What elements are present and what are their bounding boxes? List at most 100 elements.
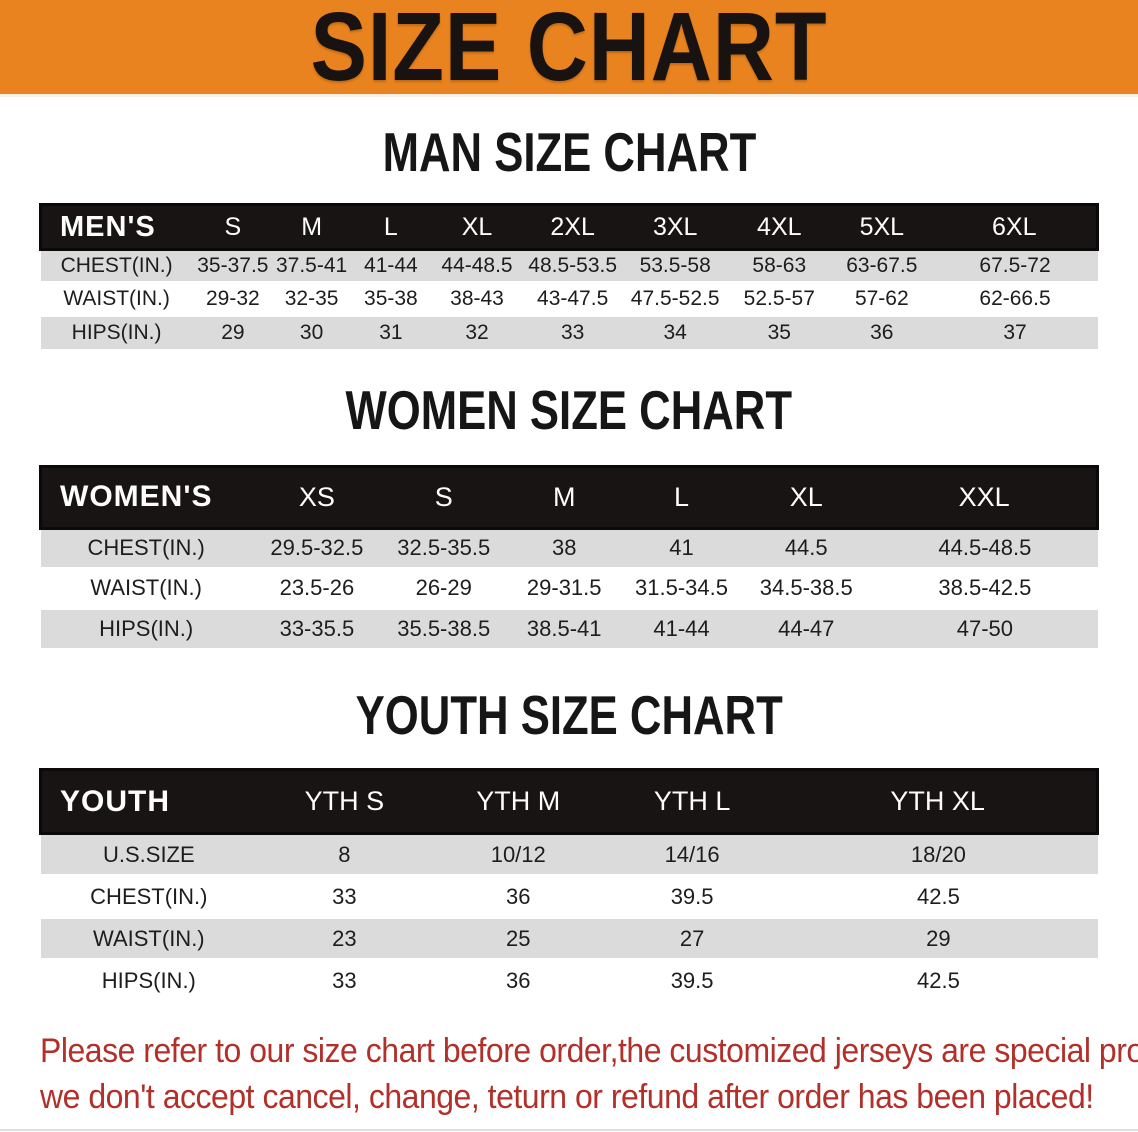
measurement-value-cell: 67.5-72 [979, 254, 1051, 277]
measurement-value-cell: 63-67.5 [846, 254, 918, 277]
measurement-value-cell: 26-29 [415, 575, 472, 600]
measurement-value-cell: 47.5-52.5 [630, 287, 720, 310]
table-row: WAIST(IN.) 23 25 27 29 [40, 917, 1098, 960]
size-column-header: YTH XL [779, 768, 1100, 835]
measurement-value-cell: 35-37.5 [197, 254, 269, 277]
measurement-label-cell: HIPS(IN.) [101, 968, 196, 994]
measurement-value-cell: 42.5 [916, 883, 960, 909]
table-group-label: YOUTH [39, 768, 258, 835]
measurement-value-cell: 38-43 [450, 287, 504, 310]
section-heading-women: WOMEN SIZE CHART [0, 380, 1138, 441]
measurement-label-cell: WAIST(IN.) [93, 925, 205, 951]
measurement-value-cell: 33-35.5 [279, 615, 355, 641]
header-row: YOUTH YTH S YTH M YTH L YTH XL [39, 768, 1100, 835]
measurement-value-cell: 29 [926, 925, 951, 951]
section-heading-youth: YOUTH SIZE CHART [0, 685, 1138, 747]
header-row: MEN'S S M L XL 2XL 3XL 4XL 5XL 6XL [38, 203, 1099, 251]
measurement-value-cell: 44-47 [778, 615, 835, 641]
measurement-label-cell: WAIST(IN.) [90, 575, 202, 600]
size-column-header: XXL [872, 464, 1100, 530]
size-column-header: 4XL [727, 203, 832, 251]
measurement-label-cell: WAIST(IN.) [63, 287, 170, 310]
measurement-value-cell: 48.5-53.5 [528, 254, 618, 277]
measurement-label-cell: CHEST(IN.) [90, 883, 208, 909]
measurement-value-cell: 31 [379, 320, 403, 344]
measurement-value-cell: 37 [1003, 320, 1027, 344]
youth-size-chart-title: YOUTH SIZE CHART [355, 685, 783, 747]
measurement-value-cell: 33 [560, 320, 585, 344]
table-row: WAIST(IN.) 29-32 32-35 35-38 38-43 43-47.5 47.… [40, 282, 1098, 316]
size-column-header: XL [740, 464, 873, 530]
measurement-value-cell: 38 [551, 535, 577, 560]
measurement-value-cell: 23 [332, 925, 357, 951]
size-column-header: L [350, 203, 432, 251]
size-column-header: M [273, 203, 351, 251]
measurement-value-cell: 34 [663, 320, 687, 344]
measurement-value-cell: 27 [679, 925, 705, 951]
measurement-value-cell: 38.5-42.5 [938, 575, 1032, 600]
table-row: HIPS(IN.) 29 30 31 32 33 34 35 36 37 [40, 315, 1098, 349]
measurement-value-cell: 32 [465, 320, 489, 344]
measurement-value-cell: 32.5-35.5 [397, 535, 491, 560]
size-table-men: MEN'S S M L XL 2XL 3XL 4XL 5XL 6XL CHEST(IN.) 35-37… [38, 203, 1099, 349]
measurement-value-cell: 38.5-41 [526, 615, 602, 641]
measurement-value-cell: 43-47.5 [537, 287, 609, 310]
size-column-header: YTH L [604, 768, 780, 835]
table-row: U.S.SIZE 8 10/12 14/16 18/20 [40, 833, 1098, 876]
size-table-women: WOMEN'S XS S M L XL XXL CHEST(IN.) 29.5-32.5 32.5… [38, 464, 1100, 648]
size-column-header: M [505, 464, 623, 530]
measurement-value-cell: 30 [299, 320, 324, 344]
measurement-label-cell: HIPS(IN.) [99, 615, 194, 641]
measurement-label-cell: CHEST(IN.) [87, 535, 205, 560]
measurement-value-cell: 44-48.5 [441, 254, 513, 277]
table-group-label: MEN'S [38, 203, 193, 251]
measurement-value-cell: 31.5-34.5 [635, 575, 728, 600]
measurement-value-cell: 33 [332, 883, 357, 909]
table-body: CHEST(IN.) 29.5-32.5 32.5-35.5 38 41 44.5 44.5… [40, 528, 1098, 648]
measurement-value-cell: 35 [767, 320, 791, 344]
measurement-value-cell: 35.5-38.5 [397, 615, 491, 641]
measurement-value-cell: 32-35 [284, 287, 339, 310]
measurement-value-cell: 29-31.5 [526, 575, 602, 600]
measurement-value-cell: 39.5 [670, 883, 714, 909]
measurement-value-cell: 23.5-26 [279, 575, 355, 600]
measurement-value-cell: 37.5-41 [275, 254, 348, 277]
measurement-value-cell: 41-44 [653, 615, 710, 641]
size-column-header: S [192, 203, 274, 251]
measurement-value-cell: 62-66.5 [979, 287, 1051, 310]
size-column-header: YTH S [257, 768, 432, 835]
size-chart-banner: SIZE CHART [0, 0, 1138, 101]
header-row: WOMEN'S XS S M L XL XXL [38, 464, 1100, 530]
measurement-value-cell: 44.5-48.5 [938, 535, 1032, 560]
banner-title: SIZE CHART [310, 0, 828, 101]
disclaimer-note: Please refer to our size chart before or… [40, 1028, 1138, 1120]
measurement-value-cell: 42.5 [916, 968, 960, 994]
measurement-value-cell: 52.5-57 [743, 287, 815, 310]
bottom-divider [0, 1129, 1138, 1131]
measurement-value-cell: 25 [505, 925, 531, 951]
measurement-value-cell: 8 [338, 841, 351, 867]
table-group-label: WOMEN'S [38, 464, 252, 530]
measurement-value-cell: 36 [505, 883, 531, 909]
table-row: CHEST(IN.) 35-37.5 37.5-41 41-44 44-48.5 48.5… [40, 249, 1098, 283]
measurement-value-cell: 41 [669, 535, 694, 560]
measurement-value-cell: 10/12 [490, 841, 546, 867]
measurement-value-cell: 14/16 [664, 841, 720, 867]
measurement-value-cell: 39.5 [670, 968, 714, 994]
women-size-table: WOMEN'S XS S M L XL XXL CHEST(IN.) 29.5-32.5 32.5… [38, 464, 1100, 648]
disclaimer-line-1: Please refer to our size chart before or… [40, 1031, 1138, 1070]
table-row: HIPS(IN.) 33 36 39.5 42.5 [40, 959, 1098, 1002]
measurement-label-cell: CHEST(IN.) [60, 254, 173, 277]
size-column-header: 2XL [522, 203, 623, 251]
size-column-header: XL [431, 203, 523, 251]
table-body: U.S.SIZE 8 10/12 14/16 18/20 CHEST(IN.) 33 36 39… [40, 833, 1098, 1002]
size-column-header: XS [251, 464, 382, 530]
man-size-chart-title: MAN SIZE CHART [382, 122, 756, 184]
table-row: CHEST(IN.) 29.5-32.5 32.5-35.5 38 41 44.5 44.5… [40, 528, 1098, 568]
measurement-value-cell: 41-44 [364, 254, 418, 277]
size-column-header: 6XL [932, 203, 1099, 251]
measurement-value-cell: 34.5-38.5 [759, 575, 853, 600]
size-column-header: L [622, 464, 741, 530]
size-table-youth: YOUTH YTH S YTH M YTH L YTH XL U.S.SIZE 8 10/12… [39, 768, 1100, 1002]
size-column-header: YTH M [431, 768, 605, 835]
